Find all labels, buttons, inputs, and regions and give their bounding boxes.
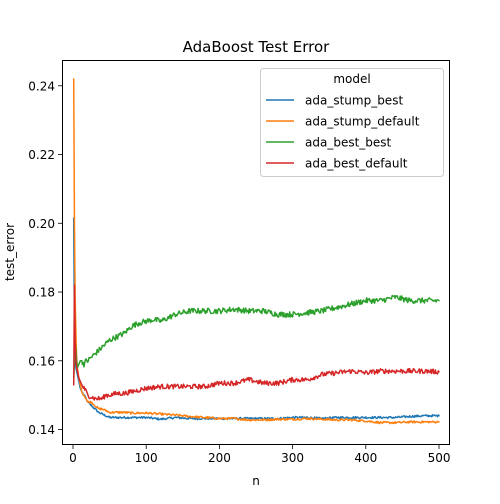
legend-label: ada_stump_default [305, 115, 420, 129]
y-tick-label: 0.14 [28, 423, 55, 437]
legend-label: ada_stump_best [305, 94, 403, 108]
x-tick-label: 100 [135, 451, 158, 465]
y-tick-label: 0.16 [28, 354, 55, 368]
x-axis-label: n [252, 474, 260, 488]
legend-item-ada_stump_best: ada_stump_best [266, 94, 403, 108]
series-line-ada_stump_best [72, 217, 440, 421]
y-tick-label: 0.20 [28, 217, 55, 231]
legend-label: ada_best_default [305, 157, 408, 171]
legend-box [260, 68, 444, 177]
legend-item-ada_best_best: ada_best_best [266, 136, 392, 150]
x-axis-ticks: 0 100 200 300 400 500 [69, 445, 450, 465]
legend: model ada_stump_bestada_stump_defaultada… [260, 68, 444, 177]
x-tick-label: 200 [208, 451, 231, 465]
legend-title: model [333, 72, 370, 86]
x-tick-label: 0 [69, 451, 77, 465]
legend-item-ada_stump_default: ada_stump_default [266, 115, 420, 129]
legend-item-ada_best_default: ada_best_default [266, 157, 408, 171]
y-axis-ticks: 0.14 0.16 0.18 0.20 0.22 0.24 [28, 79, 62, 437]
x-tick-label: 400 [354, 451, 377, 465]
series-line-ada_best_best [72, 294, 440, 383]
legend-items: ada_stump_best ada_stump_default ada_best_… [266, 94, 420, 171]
series-layer [72, 78, 440, 425]
plot-area-frame [62, 60, 450, 445]
y-axis-label: test_error [3, 223, 17, 281]
legend-label: ada_best_best [305, 136, 392, 150]
series-line-ada_best_default [72, 284, 440, 401]
chart-title: AdaBoost Test Error [183, 38, 331, 56]
x-tick-label: 500 [428, 451, 451, 465]
y-tick-label: 0.22 [28, 148, 55, 162]
y-tick-label: 0.18 [28, 286, 55, 300]
y-tick-label: 0.24 [28, 79, 55, 93]
series-line-ada_stump_default [72, 78, 440, 425]
x-tick-label: 300 [281, 451, 304, 465]
